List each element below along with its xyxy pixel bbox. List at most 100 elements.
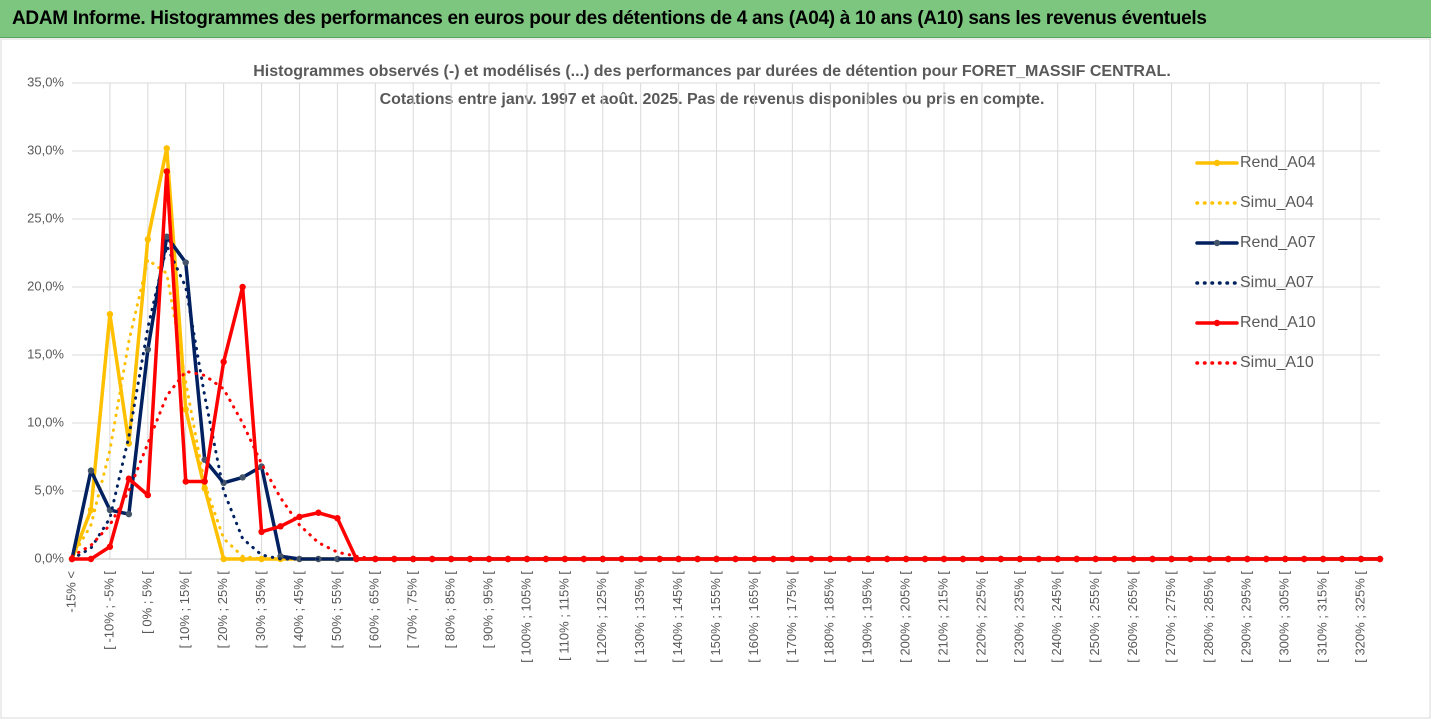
point: [182, 406, 189, 413]
chart-title: Histogrammes observés (-) et modélisés (…: [253, 63, 1171, 80]
y-tick-label: 5,0%: [34, 482, 64, 497]
header: ADAM Informe. Histogrammes des performan…: [0, 0, 1431, 38]
point: [410, 555, 417, 563]
point: [125, 475, 133, 482]
x-tick-label: [ 260% ; 265% [: [1125, 571, 1140, 663]
point: [68, 555, 76, 563]
point: [182, 259, 189, 266]
legend-label: Rend_A10: [1240, 314, 1316, 331]
point: [978, 555, 986, 563]
x-tick-label: [ 140% ; 145% [: [670, 571, 685, 663]
point: [106, 543, 114, 550]
point: [447, 555, 455, 563]
chart: Histogrammes observés (-) et modélisés (…: [0, 38, 1431, 719]
x-tick-label: [ 30% ; 35% [: [253, 571, 268, 649]
x-tick-label: [ 190% ; 195% [: [860, 571, 875, 663]
legend-marker: [1213, 159, 1221, 167]
legend-label: Simu_A07: [1240, 274, 1314, 291]
point: [940, 555, 948, 563]
x-tick-label: [ 280% ; 285% [: [1201, 571, 1216, 663]
point: [277, 523, 284, 530]
y-tick-label: 35,0%: [27, 74, 64, 89]
x-tick-label: [ 150% ; 155% [: [708, 571, 723, 663]
point: [258, 555, 265, 563]
x-tick-label: [ 160% ; 165% [: [746, 571, 761, 663]
chart-subtitle: Cotations entre janv. 1997 et août. 2025…: [380, 91, 1045, 108]
x-tick-label: [ 100% ; 105% [: [518, 571, 533, 663]
point: [883, 555, 891, 563]
point: [1130, 555, 1137, 563]
point: [580, 555, 588, 563]
x-tick-label: [ 120% ; 125% [: [594, 571, 609, 663]
x-tick-label: [ 300% ; 305% [: [1277, 571, 1292, 663]
x-tick-label: [ 40% ; 45% [: [291, 571, 306, 649]
point: [334, 515, 341, 522]
x-tick-label: [ 240% ; 245% [: [1049, 571, 1064, 663]
x-tick-label: [ 170% ; 175% [: [784, 571, 799, 663]
x-tick-label: [ 220% ; 225% [: [973, 571, 988, 663]
point: [315, 509, 322, 516]
point: [1263, 555, 1270, 563]
x-tick-label: [ 130% ; 135% [: [632, 571, 647, 663]
point: [182, 478, 189, 485]
x-tick-label: [ 290% ; 295% [: [1239, 571, 1254, 663]
legend-label: Rend_A04: [1240, 154, 1316, 171]
point: [87, 506, 95, 514]
x-tick-label: [ 230% ; 235% [: [1011, 571, 1026, 663]
point: [372, 555, 379, 563]
point: [144, 236, 152, 243]
point: [1300, 555, 1308, 563]
x-tick-label: [ 320% ; 325% [: [1352, 571, 1367, 663]
point: [1206, 555, 1213, 563]
point: [239, 474, 246, 481]
x-tick-label: [ -10% ; -5% [: [101, 571, 116, 650]
x-tick-label: [ 180% ; 185% [: [822, 571, 837, 663]
x-tick-label: [ 90% ; 95% [: [480, 571, 495, 649]
x-tick-label: [ 210% ; 215% [: [935, 571, 950, 663]
x-tick-label: [ 60% ; 65% [: [367, 571, 382, 649]
x-tick-label: [ 70% ; 75% [: [405, 571, 420, 649]
point: [523, 555, 531, 563]
point: [1338, 555, 1346, 563]
point: [239, 555, 246, 563]
legend-marker: [1213, 239, 1221, 247]
x-tick-label: [ 0% ; 5% [: [139, 571, 154, 634]
point: [618, 555, 625, 563]
point: [770, 555, 777, 563]
point: [1225, 555, 1232, 563]
point: [485, 555, 493, 563]
point: [808, 555, 815, 563]
legend-marker: [1213, 319, 1221, 327]
point: [144, 346, 152, 353]
point: [1054, 555, 1061, 563]
point: [106, 311, 114, 318]
point: [1168, 555, 1175, 563]
y-tick-label: 15,0%: [27, 346, 64, 361]
point: [220, 555, 227, 563]
x-tick-label: [ 310% ; 315% [: [1315, 571, 1330, 663]
point: [125, 510, 133, 518]
point: [201, 478, 208, 485]
y-tick-label: 0,0%: [34, 550, 64, 565]
point: [694, 555, 701, 563]
point: [258, 528, 265, 535]
point: [296, 513, 303, 521]
y-tick-label: 25,0%: [27, 210, 64, 225]
legend-label: Rend_A07: [1240, 234, 1316, 251]
model-line: [70, 369, 1382, 561]
y-tick-label: 20,0%: [27, 278, 64, 293]
x-tick-label: [ 110% ; 115% [: [556, 571, 571, 661]
legend-label: Simu_A04: [1240, 194, 1314, 211]
x-tick-label: [ 20% ; 25% [: [215, 571, 230, 649]
point: [201, 485, 208, 492]
point: [163, 168, 170, 175]
point: [1092, 555, 1099, 563]
point: [542, 555, 550, 563]
point: [902, 555, 910, 563]
point: [296, 555, 303, 563]
point: [656, 555, 663, 563]
observed-line: [70, 169, 1382, 561]
point: [1376, 555, 1384, 563]
point: [846, 555, 853, 563]
